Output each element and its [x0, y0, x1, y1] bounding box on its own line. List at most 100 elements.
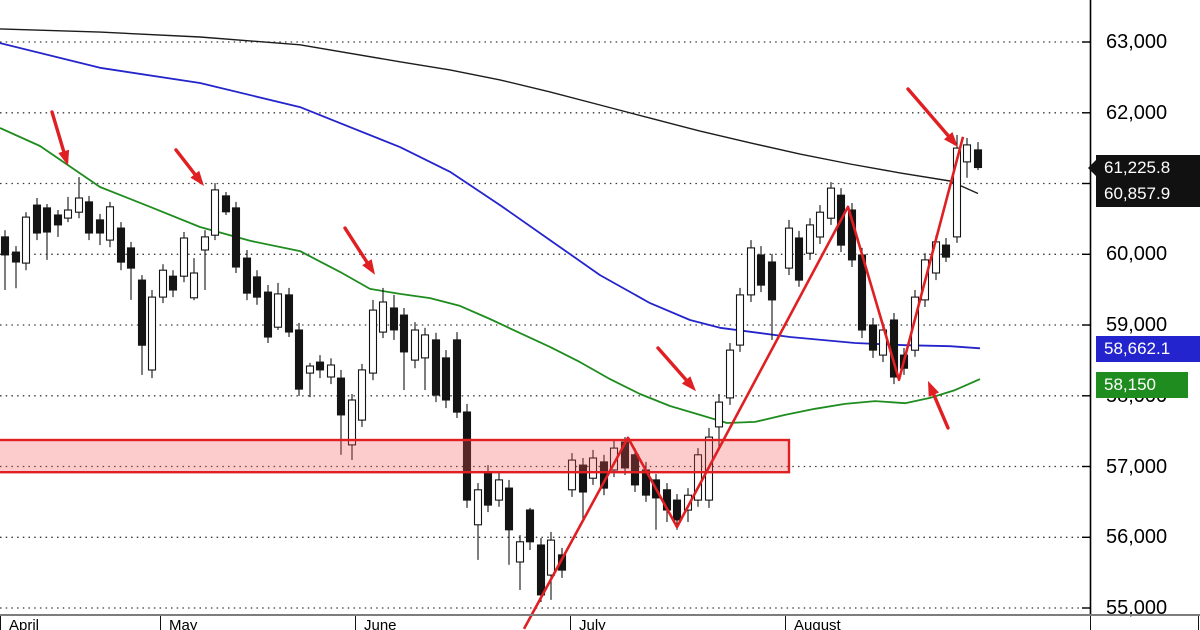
candle-body — [137, 279, 147, 346]
candle-body — [210, 189, 220, 236]
candle-body — [11, 251, 21, 263]
candle-body — [21, 216, 31, 264]
candle-body — [868, 324, 878, 351]
supply-zone — [0, 438, 791, 474]
candle-body — [746, 247, 756, 296]
last-price-value: 61,225.8 — [1104, 157, 1171, 177]
month-separator — [0, 616, 1, 630]
candle-body — [294, 329, 304, 390]
y-tick-60000: 60,000 — [1106, 243, 1168, 266]
y-tick-62000: 62,000 — [1106, 101, 1168, 124]
month-separator — [1198, 616, 1199, 630]
candle-body — [389, 307, 399, 331]
annotation-arrow-head — [190, 170, 204, 186]
candle-body — [32, 204, 42, 234]
candle-body — [767, 261, 777, 301]
candle-body — [378, 301, 388, 333]
candle-body — [63, 209, 73, 219]
y-tick-57000: 57,000 — [1106, 455, 1168, 478]
candle-body — [357, 369, 367, 421]
ma-200-price-tag: 60,857.9 — [1096, 180, 1200, 207]
candle-body — [441, 357, 451, 401]
y-tick-56000: 56,000 — [1106, 526, 1168, 549]
candle-body — [515, 541, 525, 563]
candle-body — [53, 214, 63, 226]
candle-body — [168, 275, 178, 291]
candle-body — [84, 201, 94, 234]
candle-body — [263, 291, 273, 338]
month-label-july: July — [579, 617, 606, 630]
candle-body — [116, 227, 126, 263]
candle-body — [588, 457, 598, 479]
annotation-arrow-head — [681, 376, 696, 392]
candle-body — [546, 539, 556, 576]
last-price-tag: 61,225.8 — [1088, 154, 1200, 181]
candle-body — [42, 207, 52, 233]
candle-body — [326, 364, 336, 378]
ma-line-long-black — [0, 28, 979, 195]
candle-body — [630, 454, 640, 486]
candle-body — [347, 399, 357, 446]
ma-100-price-tag: 58,662.1 — [1096, 335, 1200, 362]
candle-body — [189, 272, 199, 299]
ma-200-value: 60,857.9 — [1104, 183, 1171, 203]
candle-body — [74, 197, 84, 213]
candle-body — [973, 149, 983, 169]
candle-body — [368, 309, 378, 374]
candle-body — [179, 237, 189, 277]
candle-body — [483, 471, 493, 506]
candle-body — [0, 236, 10, 256]
annotation-arrow-head — [58, 149, 70, 166]
candle-body — [805, 224, 815, 254]
y-tick-59000: 59,000 — [1106, 314, 1168, 336]
candle-body — [336, 377, 346, 416]
candle-body — [962, 144, 972, 163]
x-axis-line — [0, 614, 1200, 616]
candle-body — [952, 147, 962, 238]
month-separator — [160, 616, 161, 630]
candle-body — [714, 401, 724, 428]
candle-body — [525, 509, 535, 543]
candle-body — [794, 237, 804, 281]
candle-body — [273, 293, 283, 328]
candle-body — [567, 459, 577, 491]
month-label-may: May — [169, 617, 198, 630]
candle-body — [158, 269, 168, 298]
annotation-arrow-head — [928, 380, 939, 397]
month-separator — [355, 616, 356, 630]
candle-body — [578, 464, 588, 493]
candle-body — [452, 339, 462, 413]
candle-body — [784, 227, 794, 269]
candle-body — [462, 411, 472, 501]
candle-body — [536, 544, 546, 596]
price-tag-notch — [1088, 159, 1096, 176]
month-label-april: April — [9, 617, 40, 630]
candle-body — [200, 236, 210, 251]
candle-body — [420, 334, 430, 359]
candle-body — [815, 211, 825, 238]
candle-body — [315, 361, 325, 371]
candle-body — [725, 349, 735, 399]
trend-zigzag — [522, 136, 965, 630]
candle-body — [735, 294, 745, 346]
candle-body — [221, 195, 231, 213]
ma-50-price-tag: 58,150 — [1096, 372, 1188, 399]
candle-body — [941, 244, 951, 258]
month-label-june: June — [364, 617, 397, 630]
annotation-arrow-head — [362, 259, 375, 275]
candle-body — [494, 479, 504, 501]
month-separator — [785, 616, 786, 630]
candle-body — [504, 487, 514, 531]
candle-body — [242, 257, 252, 294]
candle-body — [399, 314, 409, 353]
ma-50-value: 58,150 — [1104, 375, 1156, 395]
candle-body — [252, 276, 262, 298]
y-tick-63000: 63,000 — [1106, 31, 1168, 53]
candle-body — [756, 254, 766, 286]
month-separator — [1090, 616, 1091, 630]
candle-body — [231, 207, 241, 268]
ma-100-value: 58,662.1 — [1104, 338, 1171, 358]
candle-body — [431, 339, 441, 396]
